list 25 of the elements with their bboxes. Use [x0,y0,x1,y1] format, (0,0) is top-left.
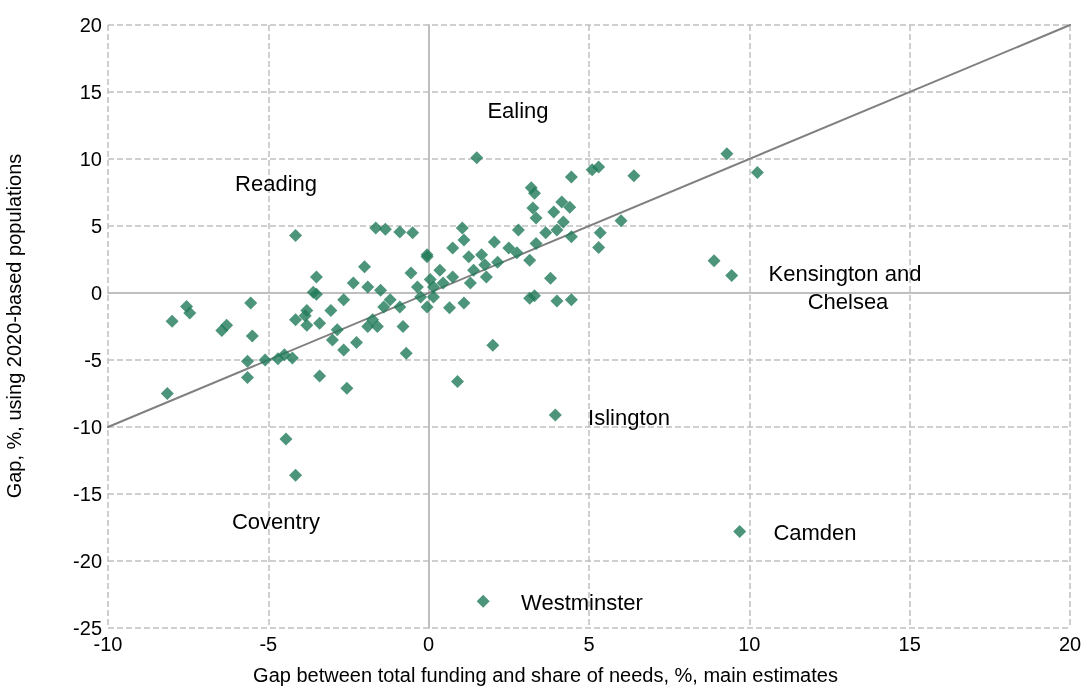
y-axis-title: Gap, %, using 2020-based populations [3,153,25,499]
y-tick-label: 0 [90,282,102,304]
y-tick-label: 5 [90,215,102,237]
annotation: Kensington and Chelsea [768,260,928,314]
x-tick-label: 10 [738,633,761,655]
y-tick-label: 20 [79,14,102,36]
y-tick-label: -15 [73,483,102,505]
x-axis-title: Gap between total funding and share of needs, %, main estimates [253,664,838,686]
annotation: Coventry [231,508,321,534]
annotation: Islington [588,404,670,430]
y-tick-label: 10 [79,148,102,170]
x-tick-label: 20 [1058,633,1082,655]
x-tick-label: -5 [259,633,278,655]
y-tick-label: -20 [73,550,102,572]
annotation: Reading [235,170,317,196]
x-tick-label: 0 [423,633,435,655]
x-tick-label: 15 [898,633,921,655]
y-tick-label: 15 [79,81,102,103]
x-tick-label: 5 [583,633,595,655]
annotation: Ealing [487,97,549,123]
annotation: Westminster [521,589,643,615]
annotation: Camden [773,519,857,545]
y-tick-label: -10 [73,416,102,438]
y-tick-label: -5 [84,349,102,371]
y-tick-label: -25 [73,617,102,639]
